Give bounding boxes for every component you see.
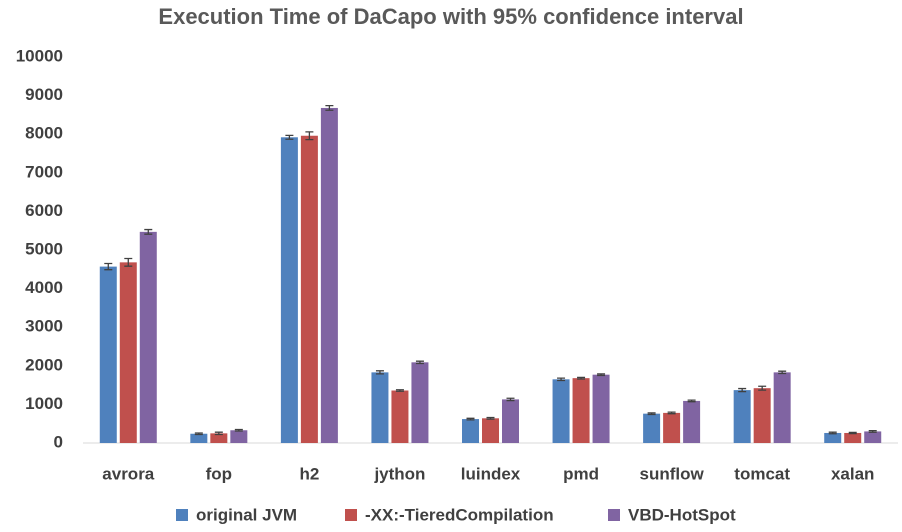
error-bar	[305, 131, 314, 141]
bar	[733, 390, 751, 443]
error-bar	[285, 134, 294, 140]
x-tick-label: pmd	[563, 464, 599, 483]
error-bar	[194, 432, 203, 436]
y-tick-label: 3000	[25, 317, 63, 336]
y-tick-label: 9000	[25, 85, 63, 104]
y-tick-label: 0	[54, 432, 63, 451]
y-tick-label: 5000	[25, 239, 63, 258]
bar	[502, 399, 519, 443]
error-bar	[758, 385, 767, 391]
error-bar	[506, 397, 515, 402]
bar	[753, 388, 771, 443]
bar	[864, 431, 882, 443]
legend-label: VBD-HotSpot	[628, 505, 736, 524]
bar	[663, 412, 681, 443]
bar	[572, 378, 590, 443]
y-tick-label: 8000	[25, 124, 63, 143]
bar	[482, 418, 499, 443]
bar	[280, 137, 298, 443]
error-bar	[104, 262, 113, 271]
error-bar	[466, 417, 475, 421]
error-bar	[557, 377, 566, 382]
error-bar	[415, 360, 424, 365]
legend-swatch	[176, 509, 188, 521]
bar	[592, 374, 610, 443]
bar	[300, 135, 318, 443]
bar	[552, 379, 570, 443]
bar	[773, 372, 791, 443]
bar	[391, 390, 409, 443]
error-bar	[486, 416, 495, 420]
error-bar	[687, 399, 696, 403]
error-bar	[395, 389, 404, 392]
x-tick-label: jython	[373, 464, 425, 483]
error-bar	[738, 387, 747, 393]
error-bar	[667, 411, 676, 415]
error-bar	[778, 370, 787, 375]
bar	[230, 430, 248, 443]
bar	[320, 107, 338, 444]
error-bar	[868, 429, 877, 433]
bar	[119, 262, 137, 443]
legend-swatch	[345, 509, 357, 521]
error-bar	[828, 431, 837, 435]
error-bar	[234, 428, 243, 432]
error-bar	[124, 257, 133, 267]
bar	[844, 432, 862, 443]
error-bar	[647, 412, 656, 416]
x-tick-label: luindex	[461, 464, 521, 483]
bar	[683, 400, 701, 443]
bar	[824, 432, 842, 443]
x-tick-label: h2	[299, 464, 319, 483]
y-tick-label: 2000	[25, 355, 63, 374]
bar	[643, 413, 661, 443]
y-tick-label: 4000	[25, 278, 63, 297]
legend-label: -XX:-TieredCompilation	[365, 505, 554, 524]
error-bar	[577, 376, 586, 380]
bar	[139, 231, 157, 443]
chart-title: Execution Time of DaCapo with 95% confid…	[158, 4, 743, 29]
bar	[371, 372, 389, 443]
y-tick-label: 7000	[25, 162, 63, 181]
bar	[190, 433, 208, 443]
legend-label: original JVM	[196, 505, 297, 524]
y-tick-label: 6000	[25, 201, 63, 220]
error-bar	[375, 370, 384, 375]
error-bar	[214, 431, 223, 436]
x-tick-label: tomcat	[734, 464, 790, 483]
error-bar	[848, 431, 857, 435]
bar	[210, 433, 228, 443]
bar	[411, 362, 429, 443]
error-bar	[597, 373, 606, 377]
x-tick-label: fop	[206, 464, 232, 483]
x-tick-label: avrora	[102, 464, 155, 483]
x-tick-label: xalan	[831, 464, 874, 483]
y-tick-label: 10000	[16, 46, 63, 65]
x-tick-label: sunflow	[640, 464, 705, 483]
error-bar	[144, 228, 153, 235]
bar	[462, 419, 479, 443]
bar	[99, 266, 117, 443]
legend-swatch	[608, 509, 620, 521]
error-bar	[325, 104, 334, 111]
y-tick-label: 1000	[25, 394, 63, 413]
